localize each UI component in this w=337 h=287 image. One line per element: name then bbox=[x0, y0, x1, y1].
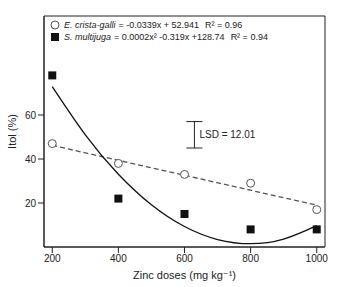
html-text:S. multijuga = 0.0002x² -0.319: S. multijuga = 0.0002x² -0.319x +128.74 bbox=[64, 32, 225, 42]
svg-text:60: 60 bbox=[25, 110, 37, 121]
svg-text:600: 600 bbox=[176, 253, 193, 264]
svg-text:1000: 1000 bbox=[306, 253, 329, 264]
html-text:R² = 0.94: R² = 0.94 bbox=[230, 32, 268, 42]
svg-text:400: 400 bbox=[110, 253, 127, 264]
html-text:E. crista-galli = -0.0339x + 5: E. crista-galli = -0.0339x + 52.941 bbox=[64, 20, 200, 30]
svg-text:800: 800 bbox=[242, 253, 259, 264]
svg-text:LSD = 12.01: LSD = 12.01 bbox=[199, 129, 255, 140]
svg-text:20: 20 bbox=[25, 198, 37, 209]
svg-text:Itol (%): Itol (%) bbox=[8, 114, 18, 149]
svg-text:40: 40 bbox=[25, 154, 37, 165]
html-text:R² = 0.96: R² = 0.96 bbox=[205, 20, 243, 30]
svg-text:200: 200 bbox=[44, 253, 61, 264]
svg-text:Zinc doses (mg kg⁻¹): Zinc doses (mg kg⁻¹) bbox=[133, 269, 236, 281]
